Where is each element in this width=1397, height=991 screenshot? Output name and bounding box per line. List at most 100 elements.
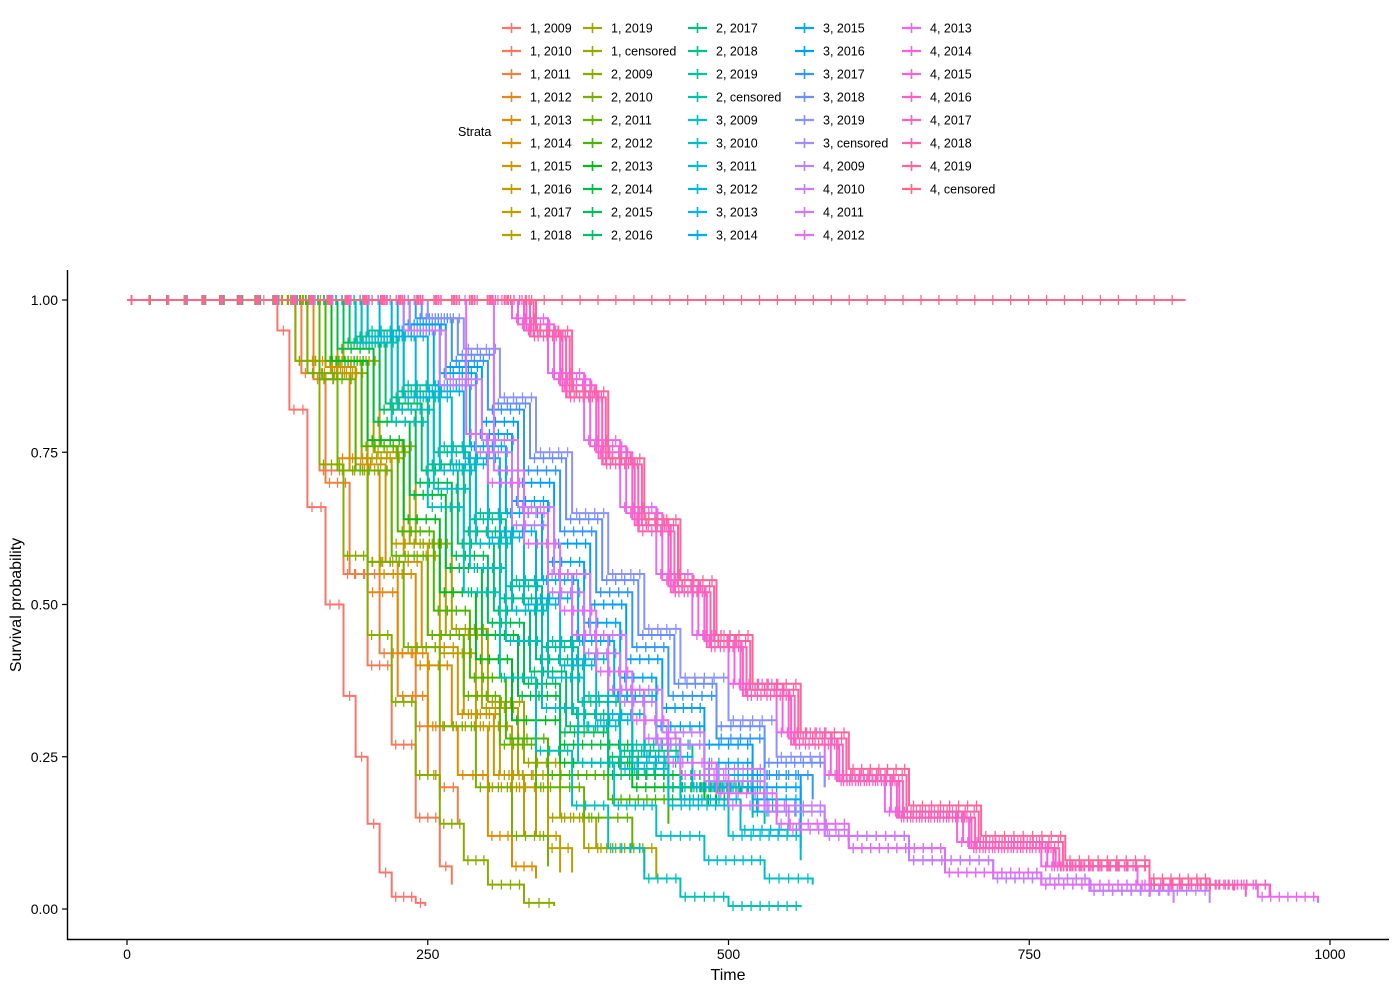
legend-label: 4, censored: [930, 183, 995, 197]
legend-label: 2, 2016: [611, 229, 653, 243]
legend-item: 3, 2016: [795, 45, 865, 59]
legend-label: 2, 2013: [611, 160, 653, 174]
legend-label: 3, 2013: [716, 206, 758, 220]
legend-item: 4, 2017: [902, 114, 972, 128]
series-1-2012: [127, 295, 441, 800]
legend-label: 4, 2014: [930, 45, 972, 59]
y-tick-label: 0.00: [31, 901, 58, 917]
legend-item: 1, 2018: [502, 229, 572, 243]
legend-item: 1, 2017: [502, 206, 572, 220]
legend-label: 1, 2013: [530, 114, 572, 128]
y-axis-title: Survival probability: [8, 538, 25, 672]
legend-item: 1, 2009: [502, 22, 572, 36]
series-4-2018: [127, 295, 1235, 891]
legend: Strata 1, 2009 1, 2010 1, 2011 1, 2012 1, 201…: [458, 22, 995, 243]
legend-item: 4, 2012: [795, 229, 865, 243]
x-tick-label: 500: [717, 946, 741, 962]
legend-label: 1, 2010: [530, 45, 572, 59]
y-ticks: 0.00 0.25 0.50 0.75 1.00: [31, 292, 67, 917]
legend-label: 1, censored: [611, 45, 676, 59]
legend-item: 3, 2010: [688, 137, 758, 151]
legend-label: 2, 2012: [611, 137, 653, 151]
survival-curve: [127, 299, 1247, 897]
axes: 0 250 500 750 1000 0.00 0.25 0.50 0.75 1.00 Time…: [8, 270, 1389, 984]
legend-label: 1, 2018: [530, 229, 572, 243]
survival-curve: [127, 299, 537, 879]
x-tick-label: 250: [416, 946, 440, 962]
legend-item: 4, 2010: [795, 183, 865, 197]
legend-label: 4, 2017: [930, 114, 972, 128]
legend-item: 3, 2009: [688, 114, 758, 128]
legend-item: 3, 2015: [795, 22, 865, 36]
legend-label: 1, 2012: [530, 91, 572, 105]
x-tick-label: 1000: [1314, 946, 1345, 962]
series-4-censored: [127, 295, 1186, 305]
legend-item: 4, 2018: [902, 137, 972, 151]
legend-item: 2, 2011: [583, 114, 652, 128]
legend-label: 3, 2012: [716, 183, 758, 197]
legend-item: 1, 2011: [502, 68, 571, 82]
x-ticks: 0 250 500 750 1000: [123, 940, 1346, 962]
legend-label: 4, 2013: [930, 22, 972, 36]
survival-curve: [127, 299, 1211, 891]
series-4-2010: [127, 295, 1175, 903]
legend-item: 2, 2010: [583, 91, 653, 105]
x-tick-label: 750: [1018, 946, 1042, 962]
legend-item: 4, 2011: [795, 206, 864, 220]
legend-item: 3, censored: [795, 137, 888, 151]
series-4-2013: [127, 295, 1319, 903]
y-tick-label: 1.00: [31, 292, 58, 308]
survival-curve: [127, 299, 802, 908]
x-axis-title: Time: [711, 967, 746, 984]
legend-item: 3, 2014: [688, 229, 758, 243]
y-tick-label: 0.50: [31, 597, 58, 613]
legend-label: 4, 2015: [930, 68, 972, 82]
legend-label: 1, 2015: [530, 160, 572, 174]
legend-item: 4, censored: [902, 183, 995, 197]
series-2-2009: [127, 295, 556, 908]
series-4-2017: [127, 295, 1247, 897]
legend-label: 1, 2011: [530, 68, 571, 82]
legend-item: 4, 2014: [902, 45, 972, 59]
legend-item: 3, 2018: [795, 91, 865, 105]
legend-item: 2, 2016: [583, 229, 653, 243]
legend-item: 3, 2013: [688, 206, 758, 220]
series-2-2010: [127, 295, 549, 867]
legend-item: 3, 2019: [795, 114, 865, 128]
legend-label: 2, 2017: [716, 22, 758, 36]
legend-item: 2, 2013: [583, 160, 653, 174]
legend-item: 1, 2013: [502, 114, 572, 128]
y-tick-label: 0.75: [31, 444, 58, 460]
legend-label: 2, 2019: [716, 68, 758, 82]
censor-marks: [128, 295, 437, 780]
series-1-2013: [127, 295, 537, 879]
legend-label: 2, 2015: [611, 206, 653, 220]
legend-label: 4, 2010: [823, 183, 865, 197]
censor-marks: [128, 295, 1317, 902]
legend-label: 2, 2011: [611, 114, 652, 128]
legend-item: 3, 2011: [688, 160, 757, 174]
legend-label: 1, 2014: [530, 137, 572, 151]
survival-curve: [127, 299, 556, 906]
legend-label: 1, 2019: [611, 22, 653, 36]
survival-curve: [127, 299, 1271, 897]
legend-item: 4, 2015: [902, 68, 972, 82]
legend-item: 1, 2010: [502, 45, 572, 59]
legend-item: 2, censored: [688, 91, 781, 105]
legend-label: 4, 2019: [930, 160, 972, 174]
legend-label: 3, 2017: [823, 68, 865, 82]
legend-item: 1, censored: [583, 45, 676, 59]
legend-label: 3, 2015: [823, 22, 865, 36]
legend-item: 1, 2014: [502, 137, 572, 151]
legend-label: 2, 2010: [611, 91, 653, 105]
legend-label: 3, censored: [823, 137, 888, 151]
legend-item: 2, 2017: [688, 22, 758, 36]
legend-label: 2, censored: [716, 91, 781, 105]
legend-item: 2, 2015: [583, 206, 653, 220]
legend-item: 2, 2009: [583, 68, 653, 82]
legend-label: 4, 2012: [823, 229, 865, 243]
survival-curve: [127, 299, 549, 867]
survival-curve: [127, 299, 1319, 903]
legend-item: 4, 2009: [795, 160, 865, 174]
